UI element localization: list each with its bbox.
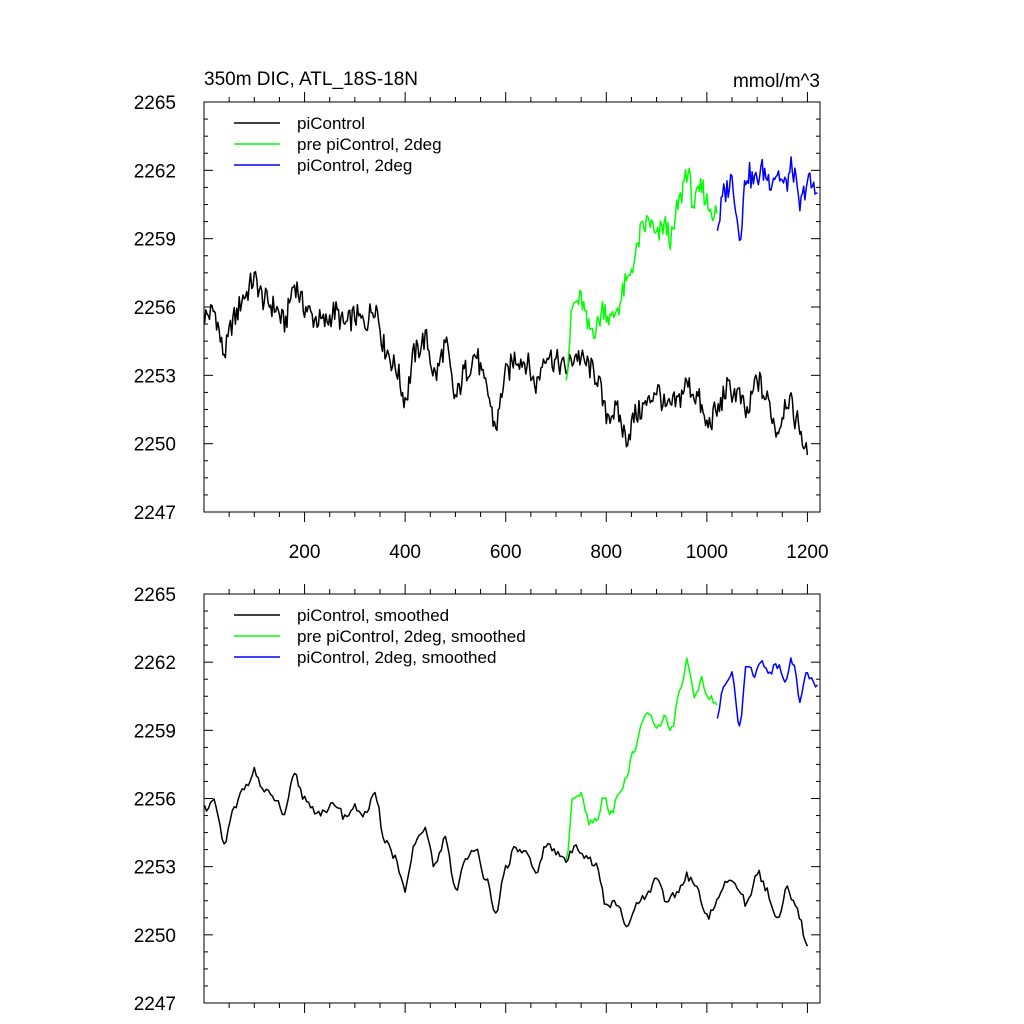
y-tick-label: 2259	[134, 230, 176, 251]
y-tick-label: 2265	[134, 93, 176, 114]
series-line-3	[716, 657, 819, 727]
y-tick-label: 2247	[134, 994, 176, 1015]
legend-label: piControl	[297, 114, 365, 133]
y-tick-label: 2253	[134, 366, 176, 387]
series-line-1	[203, 766, 809, 947]
y-tick-label: 2247	[134, 503, 176, 524]
y-tick-label: 2265	[134, 585, 176, 606]
x-tick-label: 800	[590, 542, 622, 563]
y-tick-label: 2256	[134, 790, 176, 811]
y-tick-label: 2262	[134, 653, 176, 674]
x-tick-label: 1200	[786, 542, 828, 563]
y-tick-label: 2259	[134, 721, 176, 742]
legend-label: piControl, 2deg, smoothed	[297, 648, 496, 667]
y-tick-label: 2256	[134, 298, 176, 319]
x-tick-label: 600	[490, 542, 522, 563]
y-tick-label: 2262	[134, 161, 176, 182]
series-line-2	[565, 167, 718, 381]
units-label: mmol/m^3	[733, 71, 820, 92]
series-line-1	[203, 270, 809, 456]
legend-label: piControl, 2deg	[297, 156, 412, 175]
x-tick-label: 400	[389, 542, 421, 563]
series-line-2	[565, 657, 718, 861]
legend-label: pre piControl, 2deg	[297, 135, 442, 154]
chart-title: 350m DIC, ATL_18S-18N	[204, 69, 418, 90]
y-tick-label: 2250	[134, 926, 176, 947]
x-tick-label: 200	[289, 542, 321, 563]
y-tick-label: 2253	[134, 858, 176, 879]
series-line-3	[716, 156, 818, 242]
top-panel: 2247 2250 2253 2256 2259 2262 2265 200 400 600 800…	[134, 69, 829, 563]
legend-label: pre piControl, 2deg, smoothed	[297, 627, 526, 646]
legend-label: piControl, smoothed	[297, 606, 449, 625]
x-tick-label: 1000	[686, 542, 728, 563]
bottom-panel: 2247 2250 2253 2256 2259 2262 2265 piControl, s…	[134, 584, 821, 1015]
y-tick-label: 2250	[134, 435, 176, 456]
